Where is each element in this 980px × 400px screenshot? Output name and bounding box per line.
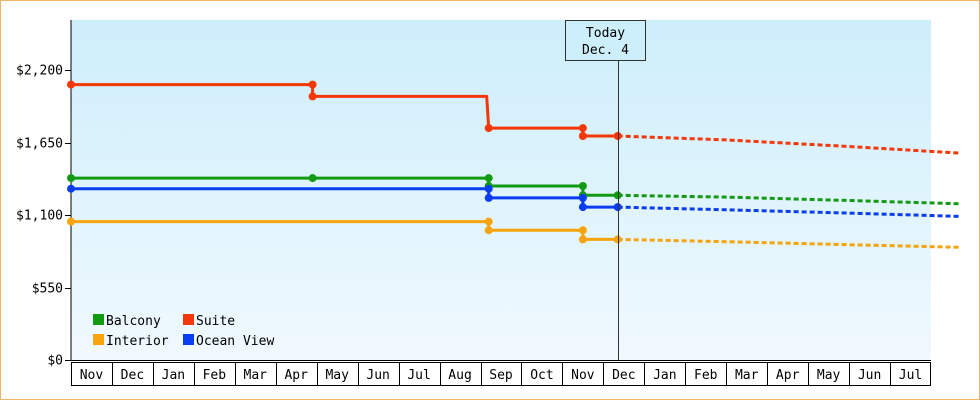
legend-item-ocean-view: Ocean View [183, 334, 274, 349]
legend-label: Suite [196, 314, 235, 329]
x-tick-label: Jan [653, 368, 676, 383]
series-forecast-line [617, 193, 960, 206]
data-point [67, 174, 75, 183]
data-point [578, 226, 587, 235]
x-tick-label: Feb [203, 368, 227, 383]
x-axis: Nov Dec Jan Feb Mar Apr May Jun Jul Aug Sep Oct Nov D… [71, 360, 931, 386]
today-label-box [565, 20, 646, 61]
data-point [578, 124, 587, 133]
legend-label: Ocean View [196, 334, 274, 349]
x-tick-label: Mar [735, 368, 759, 383]
x-tick-label: Nov [80, 368, 104, 383]
x-tick-label: May [325, 368, 349, 383]
y-axis: $0 $550 $1,100 $1,650 $2,200 [16, 20, 72, 369]
data-point [578, 203, 587, 212]
x-tick-label: May [817, 368, 841, 383]
legend-item-interior: Interior [93, 334, 169, 349]
series-line [71, 187, 618, 209]
data-point [578, 235, 587, 244]
data-point [308, 174, 317, 183]
today-label-line1: Today [586, 26, 625, 41]
x-tick-label: Apr [284, 368, 308, 383]
x-tick-label: Jun [858, 368, 881, 383]
x-tick-label: Nov [571, 368, 595, 383]
data-point [613, 132, 622, 140]
legend-label: Interior [106, 334, 169, 349]
series-interior [67, 217, 960, 249]
today-marker: Today Dec. 4 [565, 20, 646, 360]
data-point [613, 235, 622, 244]
data-point [484, 124, 493, 133]
y-tick-label: $1,650 [16, 137, 63, 152]
legend-label: Balcony [106, 314, 161, 329]
x-tick-label: Dec [121, 368, 144, 383]
data-point [308, 92, 317, 101]
x-tick-label: Dec [612, 368, 635, 383]
series-ocean-view [67, 184, 960, 218]
x-tick-label: Jul [407, 368, 430, 383]
legend: Balcony Suite Interior Ocean View [93, 314, 274, 349]
data-point [578, 193, 587, 202]
y-tick-label: $550 [32, 282, 63, 297]
x-tick-label: Mar [244, 368, 268, 383]
y-tick-label: $1,100 [16, 209, 63, 224]
series-suite [67, 80, 960, 155]
data-point [484, 226, 493, 235]
data-point [613, 191, 622, 200]
legend-swatch [93, 314, 104, 325]
data-point [578, 182, 587, 190]
legend-item-balcony: Balcony [93, 314, 161, 329]
series-line [71, 220, 618, 241]
x-tick-label: Oct [530, 368, 553, 383]
data-point [578, 132, 587, 140]
legend-swatch [93, 334, 104, 345]
data-point [484, 217, 493, 226]
x-tick-label: Jul [899, 368, 922, 383]
series-forecast-line [617, 237, 960, 249]
data-point [67, 184, 75, 193]
x-tick-label: Aug [448, 368, 471, 383]
y-tick-label: $2,200 [16, 64, 63, 79]
data-point [67, 80, 75, 89]
legend-swatch [183, 314, 194, 325]
series-forecast-line [617, 205, 960, 218]
legend-swatch [183, 334, 194, 345]
series-forecast-line [617, 134, 960, 155]
data-point [67, 217, 75, 226]
y-tick-label: $0 [47, 354, 63, 369]
x-tick-label: Jan [162, 368, 185, 383]
x-tick-label: Sep [489, 368, 513, 383]
x-tick-label: Jun [366, 368, 389, 383]
data-point [484, 184, 493, 193]
x-axis-band [71, 362, 931, 386]
data-point [484, 174, 493, 183]
series-layer [67, 80, 960, 249]
x-tick-label: Apr [776, 368, 800, 383]
data-point [613, 203, 622, 212]
today-label-line2: Dec. 4 [582, 43, 629, 58]
legend-item-suite: Suite [183, 314, 235, 329]
data-point [484, 193, 493, 202]
data-point [308, 80, 317, 89]
x-tick-label: Feb [694, 368, 718, 383]
